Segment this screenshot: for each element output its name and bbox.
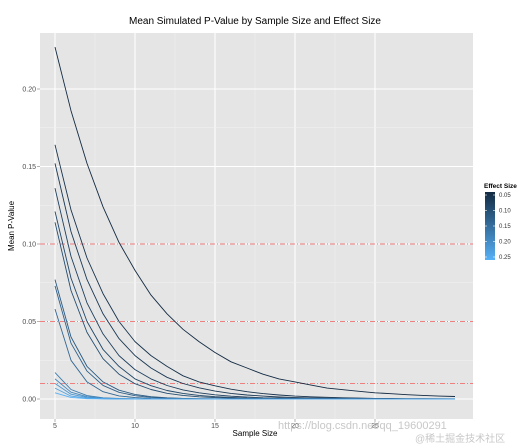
y-tick-label: 0.05 [22,319,36,326]
y-axis-label: Mean P-Value [7,200,16,251]
legend-label: 0.10 [499,209,511,215]
legend-label: 0.05 [499,193,511,199]
legend-label: 0.15 [499,224,511,230]
x-tick-label: 20 [291,423,299,430]
y-tick-label: 0.10 [22,242,36,249]
x-tick-label: 25 [371,423,379,430]
x-tick-label: 5 [53,423,57,430]
watermark-community: @稀土掘金技术社区 [415,432,505,445]
reference-lines [40,243,473,384]
series-lines [54,46,456,400]
legend-labels: 0.05 0.10 0.15 0.20 0.25 [485,193,511,261]
y-tick-label: 0.15 [22,164,36,171]
x-axis-ticks: 5 10 15 20 25 [53,419,379,430]
legend-colorbar [485,192,495,260]
legend-title: Effect Size [484,183,517,190]
series-line [54,46,456,397]
watermark-url: https://blog.csdn.net/qq_19600291 [278,420,447,432]
legend-label: 0.25 [499,255,511,261]
series-line [54,392,455,400]
legend-label: 0.20 [499,240,511,246]
x-axis-label: Sample Size [233,429,278,438]
y-tick-label: 0.00 [22,397,36,404]
chart-title: Mean Simulated P-Value by Sample Size an… [129,16,381,27]
y-axis-ticks: 0.00 0.05 0.10 0.15 0.20 [22,87,40,404]
plot-panel [40,33,473,419]
x-tick-label: 10 [131,423,139,430]
x-tick-label: 15 [211,423,219,430]
legend: Effect Size 0.05 0.10 0.15 0.20 0.25 [484,183,517,261]
y-tick-label: 0.20 [22,87,36,94]
